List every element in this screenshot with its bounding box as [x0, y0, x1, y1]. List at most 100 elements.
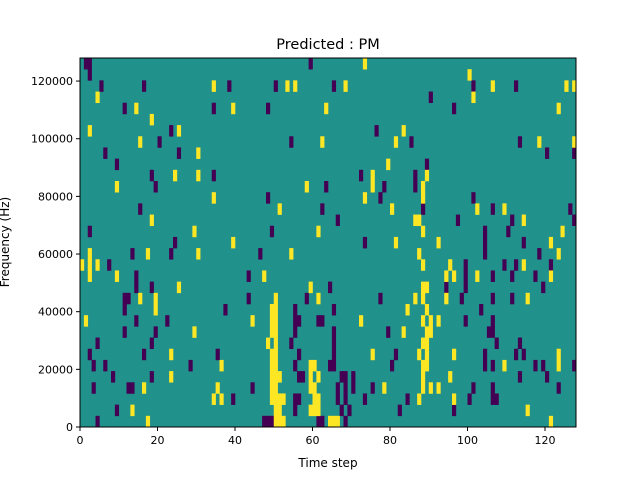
heatmap-cell-high — [452, 348, 457, 361]
heatmap-cell-high — [393, 136, 399, 148]
heatmap-cell-low — [331, 337, 337, 350]
heatmap-cell-low — [339, 371, 344, 383]
x-tick-label: 120 — [535, 434, 556, 447]
x-axis-label: Time step — [297, 456, 357, 470]
heatmap-cell-high — [521, 259, 526, 271]
heatmap-cell-high — [393, 236, 399, 249]
heatmap-cell-low — [494, 337, 499, 350]
heatmap-cell-low — [397, 404, 402, 417]
heatmap-cell-high — [428, 326, 433, 338]
heatmap-cell-high — [134, 102, 139, 115]
heatmap-cell-low — [424, 158, 430, 171]
heatmap-cell-high — [169, 371, 174, 383]
heatmap-cell-low — [122, 326, 127, 338]
heatmap-cell-low — [293, 315, 298, 327]
heatmap-cell-low — [374, 125, 379, 137]
heatmap-cell-high — [269, 371, 275, 383]
heatmap-cell-high — [266, 337, 271, 350]
heatmap-cell-high — [219, 359, 224, 372]
heatmap-cell-low — [304, 292, 309, 305]
heatmap-cell-high — [273, 348, 278, 361]
heatmap-cell-low — [173, 236, 178, 249]
heatmap-cell-high — [114, 270, 120, 282]
heatmap-cell-high — [444, 270, 449, 282]
heatmap-cell-low — [463, 270, 468, 282]
heatmap-cell-low — [486, 326, 492, 338]
heatmap-cell-high — [196, 147, 201, 159]
heatmap-cell-high — [525, 404, 530, 417]
heatmap-cell-high — [281, 415, 286, 428]
heatmap-cell-high — [269, 348, 275, 361]
heatmap-cell-low — [165, 315, 170, 327]
heatmap-cell-low — [370, 382, 375, 394]
heatmap-cell-high — [324, 102, 329, 115]
heatmap-cell-low — [107, 259, 112, 271]
heatmap-cell-low — [188, 359, 193, 372]
heatmap-cell-low — [246, 292, 251, 305]
heatmap-cell-low — [266, 415, 271, 428]
y-axis: 0 20000 40000 60000 80000 100000 120000 — [31, 75, 80, 434]
heatmap-cell-low — [87, 69, 92, 81]
heatmap-cell-high — [316, 404, 321, 417]
chart-title: Predicted : PM — [276, 37, 379, 53]
heatmap-cell-high — [401, 125, 406, 137]
heatmap-cell-low — [250, 382, 255, 394]
heatmap-cell-high — [277, 203, 282, 215]
heatmap-cell-low — [266, 102, 271, 115]
heatmap-cell-high — [269, 304, 275, 316]
heatmap-cell-high — [421, 192, 426, 204]
heatmap-cell-low — [126, 292, 131, 305]
heatmap-cell-low — [490, 203, 495, 215]
heatmap-cell-high — [273, 292, 278, 305]
heatmap-cell-high — [153, 304, 158, 316]
heatmap-cell-high — [196, 169, 201, 182]
heatmap-cell-high — [335, 415, 340, 428]
heatmap-cell-high — [87, 248, 92, 260]
heatmap-cell-low — [405, 393, 410, 405]
heatmap-cell-high — [424, 304, 430, 316]
heatmap-cell-low — [490, 270, 495, 282]
heatmap-cell-high — [277, 371, 282, 383]
heatmap-cell-high — [269, 359, 275, 372]
heatmap-cell-low — [153, 181, 158, 193]
heatmap-cell-high — [475, 270, 480, 282]
heatmap-cell-low — [297, 393, 302, 405]
heatmap-cell-high — [138, 292, 143, 305]
heatmap-cell-high — [424, 337, 430, 350]
heatmap-cell-low — [134, 270, 139, 282]
heatmap-cell-high — [293, 80, 298, 92]
heatmap-cell-low — [335, 214, 340, 227]
heatmap-cell-low — [297, 371, 302, 383]
heatmap-cell-low — [297, 315, 302, 327]
x-tick-label: 80 — [383, 434, 397, 447]
heatmap-cell-high — [556, 348, 561, 361]
heatmap-cell-low — [382, 181, 387, 193]
heatmap-cell-low — [459, 292, 464, 305]
heatmap-cell-low — [444, 281, 449, 294]
y-axis-label: Frequency (Hz) — [0, 197, 12, 288]
heatmap-cell-low — [390, 359, 395, 372]
heatmap-cell-low — [111, 371, 116, 383]
heatmap-cell-high — [316, 225, 321, 238]
heatmap-cell-high — [312, 393, 317, 405]
heatmap-cell-low — [266, 192, 271, 204]
heatmap-cell-high — [95, 91, 100, 104]
heatmap-cell-high — [548, 270, 554, 282]
heatmap-cell-high — [421, 315, 426, 327]
heatmap-cell-low — [533, 359, 538, 372]
heatmap-cell-high — [359, 315, 364, 327]
heatmap-cell-low — [548, 259, 554, 271]
heatmap-cell-high — [417, 214, 422, 227]
heatmap-cell-high — [312, 404, 317, 417]
heatmap-cell-low — [331, 348, 337, 361]
heatmap-cell-low — [335, 382, 340, 394]
heatmap-cell-high — [262, 270, 267, 282]
heatmap-cell-high — [277, 393, 282, 405]
heatmap-cell-high — [370, 169, 375, 182]
heatmap-cell-high — [176, 125, 182, 137]
heatmap-cell-low — [138, 203, 143, 215]
heatmap-cell-low — [157, 136, 162, 148]
heatmap-cell-high — [273, 359, 278, 372]
heatmap-cell-high — [343, 80, 348, 92]
heatmap-cell-low — [87, 58, 92, 70]
